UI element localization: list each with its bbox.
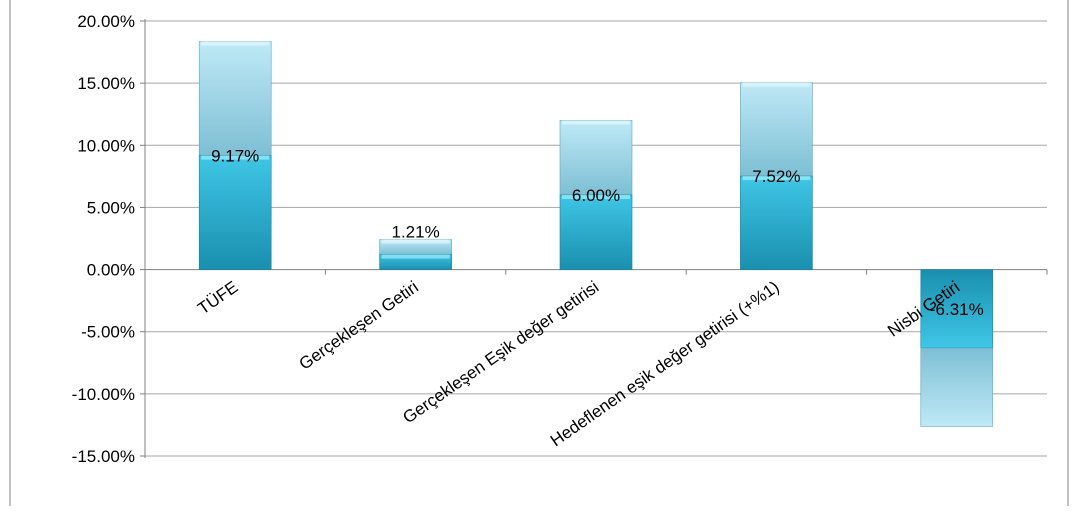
y-tick-label: -15.00% [72,447,135,466]
y-tick-label: 5.00% [87,198,135,217]
bar-value-segment [198,155,272,270]
bar-highlight [562,120,630,125]
data-label: 7.52% [752,167,800,186]
bar-highlight [742,176,811,181]
bar-highlight [742,82,811,87]
y-tick-label: 10.00% [77,136,135,155]
x-category-label: Gerçekleşen Eşik değer getirisi [399,277,602,427]
bar-highlight [381,239,450,244]
x-category-label: TÜFE [194,277,241,318]
y-tick-label: 0.00% [87,261,135,280]
data-label: 9.17% [211,147,259,166]
bar-highlight [201,41,270,46]
bar-light-segment [198,41,272,156]
bar-value-segment [559,194,633,270]
bar-light-segment [740,82,813,177]
y-tick-label: -10.00% [72,385,135,404]
data-label: 1.21% [391,222,439,241]
bar-highlight [201,155,270,160]
x-category-label: Gerçekleşen Getiri [296,277,422,373]
y-tick-label: 15.00% [77,74,135,93]
y-tick-label: 20.00% [77,12,135,31]
bar-value-segment [920,269,994,349]
data-label: 6.00% [572,186,620,205]
bar-light-segment [559,120,633,196]
bar-highlight [381,254,450,259]
bar-highlight [562,195,630,199]
y-tick-label: -5.00% [81,323,135,342]
bar-light-segment [920,347,994,427]
data-label: -6.31% [930,300,984,319]
bar-value-segment [740,175,813,270]
